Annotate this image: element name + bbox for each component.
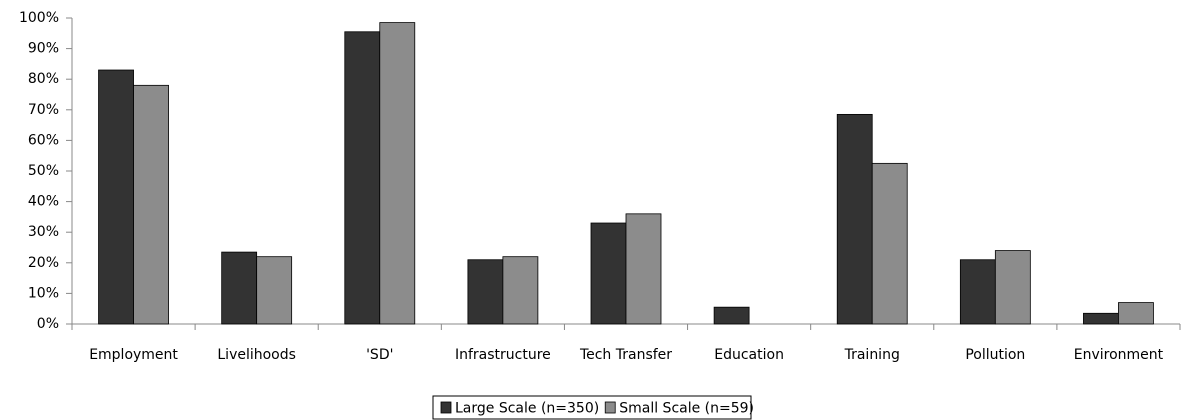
- bar: [467, 259, 504, 325]
- y-tick-label: 90%: [28, 41, 59, 57]
- y-tick-label: 50%: [28, 163, 59, 179]
- y-tick-label: 0%: [37, 316, 59, 332]
- bar: [379, 22, 416, 325]
- x-tick-label: Environment: [1074, 347, 1164, 363]
- bar: [221, 251, 258, 325]
- bar: [836, 113, 873, 325]
- y-tick-label: 80%: [28, 71, 59, 87]
- legend-label: Large Scale (n=350): [455, 401, 599, 417]
- bar: [959, 259, 996, 325]
- y-tick-label: 70%: [28, 102, 59, 118]
- bar: [994, 250, 1031, 325]
- x-tick-label: 'SD': [366, 347, 393, 363]
- x-tick-label: Pollution: [965, 347, 1025, 363]
- y-tick-label: 20%: [28, 255, 59, 271]
- bar: [256, 256, 293, 325]
- legend-box: [432, 395, 752, 420]
- bar: [1083, 312, 1119, 325]
- bar: [344, 31, 381, 325]
- y-tick-label: 100%: [19, 10, 59, 26]
- x-tick-label: Education: [714, 347, 784, 363]
- bar: [590, 222, 627, 325]
- bar: [133, 84, 169, 325]
- y-tick-label: 10%: [28, 285, 59, 301]
- x-tick-label: Livelihoods: [217, 347, 296, 363]
- x-tick-label: Employment: [89, 347, 178, 363]
- bar: [98, 69, 134, 325]
- x-tick-label: Infrastructure: [455, 347, 551, 363]
- bar: [871, 162, 908, 325]
- x-tick-label: Tech Transfer: [579, 347, 672, 363]
- bar: [625, 213, 662, 325]
- y-tick-label: 60%: [28, 132, 59, 148]
- bar: [1118, 302, 1154, 325]
- legend-swatch: [440, 401, 452, 414]
- y-tick-label: 40%: [28, 194, 59, 210]
- y-tick-label: 30%: [28, 224, 59, 240]
- legend-swatch: [604, 401, 616, 414]
- bar: [502, 256, 539, 325]
- bar: [713, 306, 750, 325]
- legend-label: Small Scale (n=59): [619, 401, 754, 417]
- x-tick-label: Training: [844, 347, 900, 363]
